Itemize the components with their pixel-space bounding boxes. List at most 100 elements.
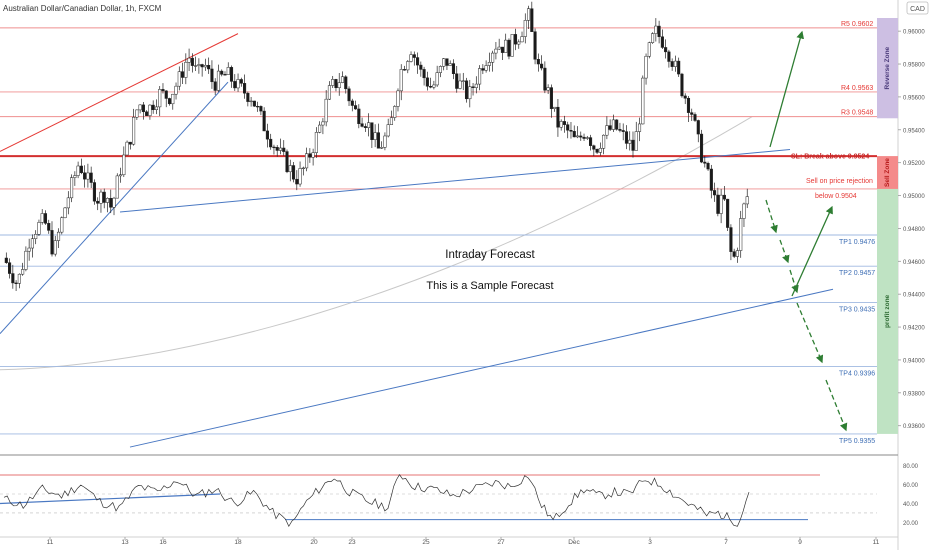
candle-body: [540, 63, 544, 69]
candle-body: [412, 54, 416, 58]
candle-body: [370, 122, 374, 140]
candle-body: [11, 273, 15, 284]
candle-body: [559, 121, 563, 128]
candle-body: [63, 207, 67, 218]
zone-reverse: [877, 18, 898, 119]
candle-body: [549, 87, 553, 109]
forecast-arrow-5: [789, 269, 799, 294]
candle-body: [43, 213, 48, 224]
candle-body: [187, 57, 191, 63]
candle-body: [641, 77, 645, 125]
candle-body: [96, 200, 100, 204]
candle-body: [30, 238, 34, 249]
candle-body: [164, 90, 168, 99]
candle-body: [128, 141, 132, 145]
candle-body: [236, 79, 240, 89]
candle-body: [256, 105, 260, 108]
candle-body: [327, 85, 331, 100]
forecast-subtitle: This is a Sample Forecast: [426, 280, 553, 292]
candle-body: [347, 88, 351, 102]
level-label-tp2: TP2 0.9457: [839, 270, 875, 277]
candle-body: [86, 172, 90, 180]
candle-body: [735, 250, 739, 257]
candle-body: [742, 203, 746, 219]
candle-body: [595, 149, 599, 153]
candle-body: [719, 194, 723, 214]
candle-body: [360, 123, 364, 127]
candle-body: [154, 106, 158, 110]
level-label-r5: R5 0.9602: [841, 21, 873, 28]
candle-body: [624, 131, 629, 144]
candle-body: [726, 198, 730, 228]
candle-body: [76, 165, 80, 176]
candle-body: [363, 126, 367, 128]
price-tick-label: 0.96000: [903, 30, 925, 36]
candle-body: [73, 175, 77, 178]
candle-body: [393, 106, 397, 118]
time-tick-label: 18: [234, 539, 242, 546]
candle-body: [135, 109, 139, 118]
candle-body: [491, 52, 495, 63]
price-tick-label: 0.94000: [903, 358, 925, 364]
candle-body: [562, 121, 566, 125]
candle-body: [553, 106, 557, 109]
candle-body: [200, 64, 204, 68]
candle-body: [262, 110, 266, 132]
candle-body: [181, 71, 185, 78]
candle-body: [340, 76, 345, 83]
candle-body: [416, 57, 420, 66]
candle-body: [673, 60, 677, 67]
candle-body: [282, 147, 286, 152]
candle-body: [611, 119, 615, 130]
candle-body: [664, 47, 668, 53]
candle-body: [699, 133, 704, 163]
candle-body: [118, 174, 123, 177]
candle-body: [229, 67, 234, 82]
candle-body: [631, 139, 635, 151]
candle-body: [500, 46, 504, 53]
candle-body: [344, 76, 348, 90]
candle-body: [660, 36, 664, 48]
candle-body: [602, 134, 606, 149]
forecast-arrow-6: [796, 302, 824, 364]
candle-body: [572, 131, 576, 138]
candle-body: [354, 105, 358, 110]
candle-body: [409, 54, 413, 62]
candle-body: [203, 64, 207, 68]
candle-body: [53, 240, 57, 255]
candle-body: [680, 73, 684, 97]
candle-body: [670, 61, 674, 67]
candle-body: [442, 58, 446, 67]
symbol-title: Australian Dollar/Canadian Dollar, 1h, F…: [3, 4, 162, 13]
candle-body: [56, 231, 61, 241]
candle-body: [89, 172, 93, 183]
candle-body: [21, 269, 25, 275]
candle-body: [419, 64, 423, 70]
candle-body: [239, 79, 243, 84]
rsi-tick-label: 60.00: [903, 483, 919, 489]
candle-body: [579, 135, 583, 138]
candle-body: [275, 147, 279, 151]
time-tick-label: 16: [159, 539, 167, 546]
candle-body: [729, 227, 733, 252]
candle-body: [615, 119, 619, 130]
rsi-line: [3, 474, 750, 528]
sell-on-rejection-note: Sell on price rejection: [806, 178, 873, 185]
candle-body: [628, 139, 632, 144]
level-label-entry: below 0.9504: [815, 193, 857, 200]
candle-body: [706, 163, 710, 170]
candle-body: [112, 197, 116, 208]
candle-body: [546, 87, 550, 91]
candle-body: [285, 151, 289, 173]
candle-body: [683, 95, 687, 99]
price-tick-label: 0.94400: [903, 293, 925, 299]
candle-body: [220, 70, 224, 75]
price-tick-label: 0.95400: [903, 128, 925, 134]
candle-body: [696, 120, 700, 135]
price-tick-label: 0.95800: [903, 63, 925, 69]
zone-sell: [877, 156, 898, 189]
candle-body: [367, 122, 371, 128]
rsi-tick-label: 80.00: [903, 464, 919, 470]
candle-body: [301, 167, 305, 169]
